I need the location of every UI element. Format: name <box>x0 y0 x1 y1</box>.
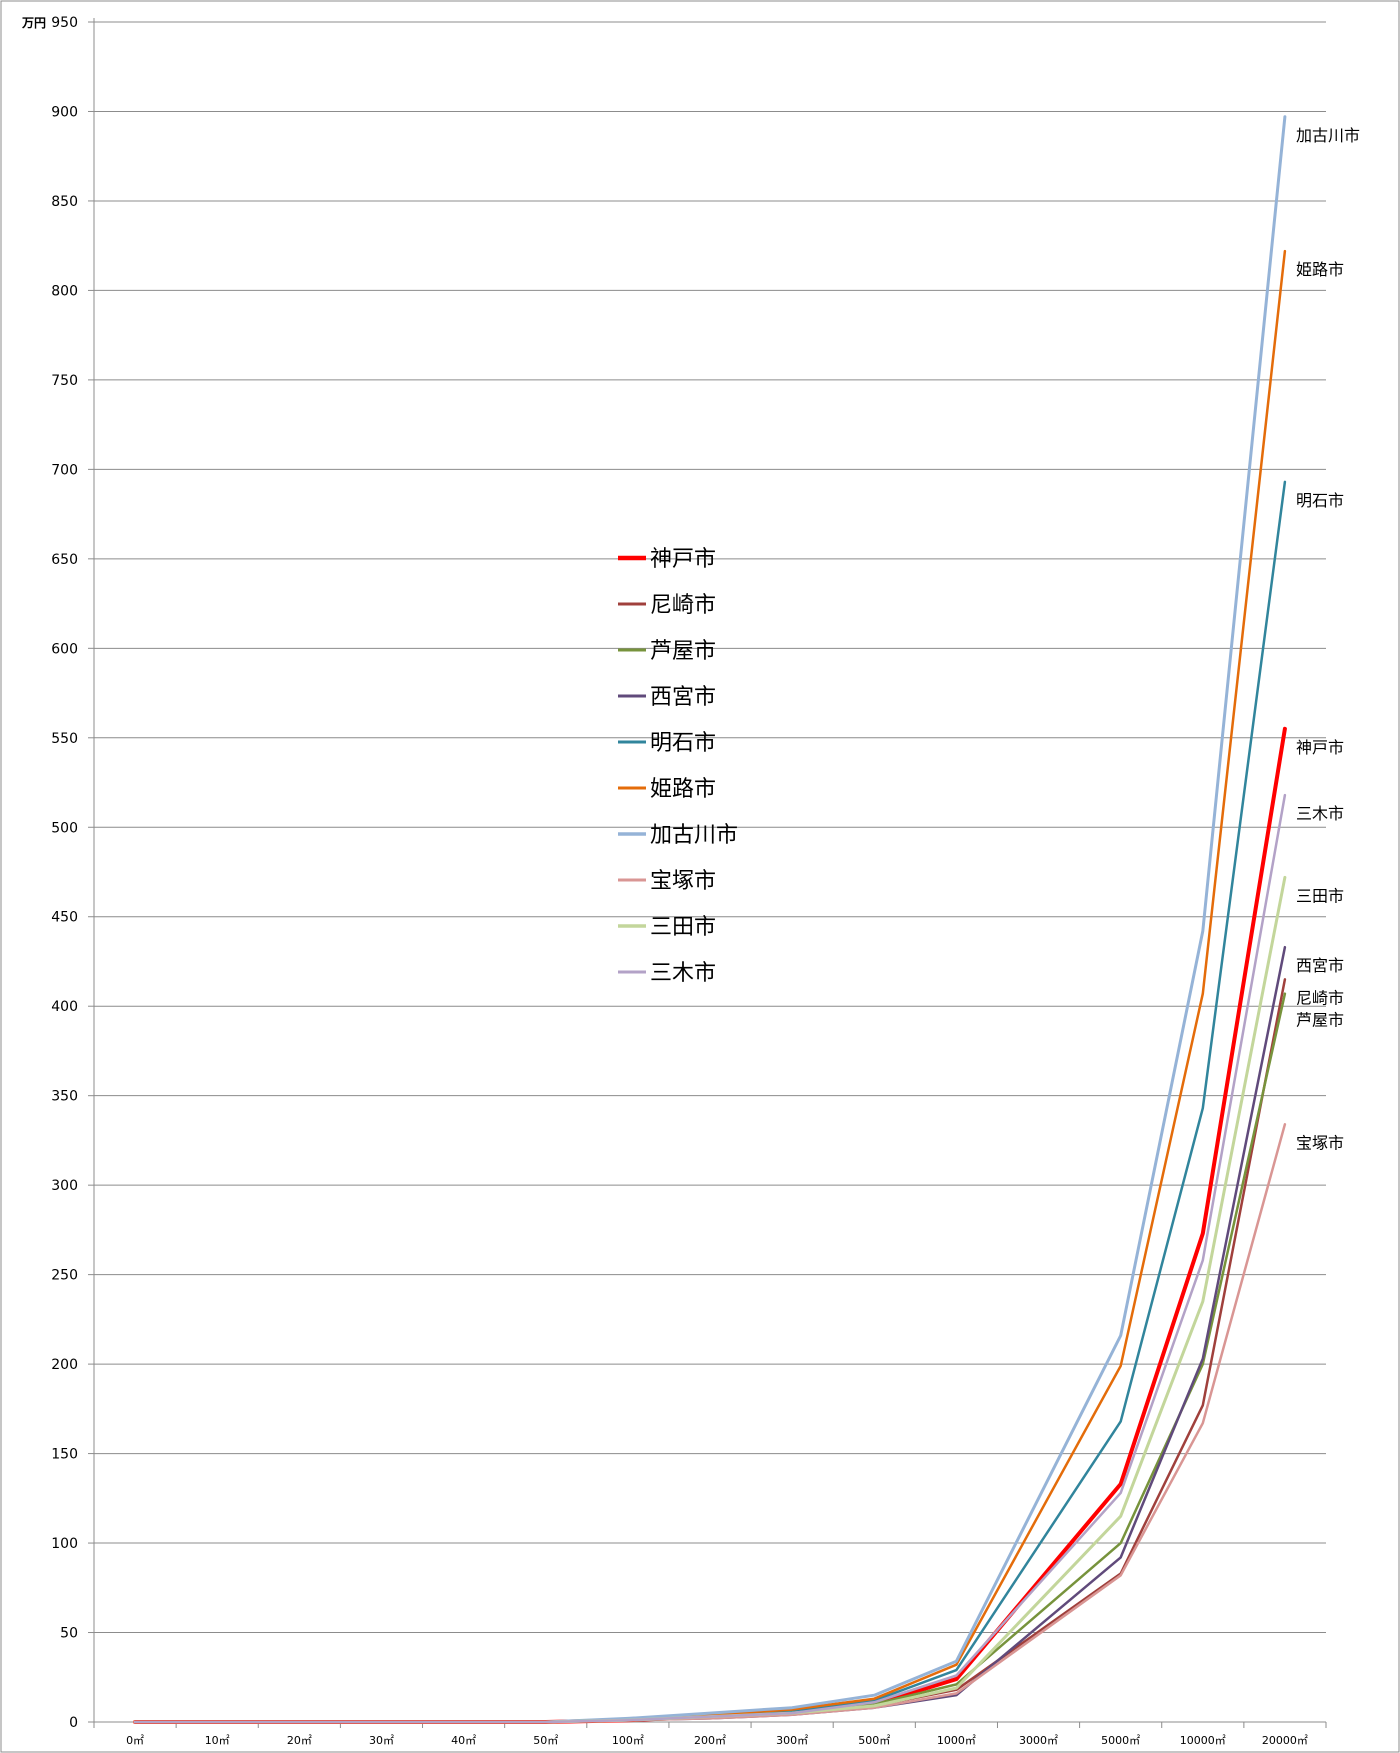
series-end-label: 明石市 <box>1296 491 1344 510</box>
x-tick-label: 5000㎡ <box>1101 1734 1140 1747</box>
x-tick-label: 1000㎡ <box>937 1734 976 1747</box>
y-tick-label: 50 <box>60 1626 78 1642</box>
series-end-label: 尼崎市 <box>1296 988 1344 1007</box>
x-tick-label: 100㎡ <box>612 1734 644 1747</box>
axes: 0 50 100 150 200 250 300 350 400 450 500 550 600 650 7… <box>21 15 1327 1747</box>
legend-entry-label: 西宮市 <box>650 685 716 710</box>
y-axis-unit: 万円 <box>21 16 46 30</box>
x-tick-label: 40㎡ <box>451 1734 476 1747</box>
y-tick-label: 600 <box>51 641 78 657</box>
y-tick-label: 500 <box>51 820 78 836</box>
legend-entry-label: 三木市 <box>650 961 716 986</box>
legend-entry-label: 姫路市 <box>650 777 716 802</box>
y-tick-label: 750 <box>51 373 78 389</box>
x-tick-label: 10000㎡ <box>1180 1734 1226 1747</box>
y-tick-label: 0 <box>69 1715 78 1731</box>
y-tick-label: 100 <box>51 1536 78 1552</box>
series-end-label: 宝塚市 <box>1296 1133 1344 1152</box>
legend-entry-label: 神戸市 <box>650 547 716 572</box>
y-tick-label: 800 <box>51 283 78 299</box>
legend-entry-label: 芦屋市 <box>650 639 716 664</box>
x-tick-label: 20㎡ <box>287 1734 312 1747</box>
y-tick-label: 150 <box>51 1447 78 1463</box>
legend-entry-label: 三田市 <box>650 915 716 940</box>
x-tick-label: 0㎡ <box>126 1734 144 1747</box>
series-end-label: 神戸市 <box>1296 738 1344 757</box>
x-tick-label: 300㎡ <box>776 1734 808 1747</box>
legend-entry-label: 明石市 <box>650 731 716 756</box>
series-end-label: 西宮市 <box>1296 956 1344 975</box>
y-tick-label: 300 <box>51 1178 78 1194</box>
legend-entry-label: 加古川市 <box>650 823 738 848</box>
x-tick-label: 500㎡ <box>858 1734 890 1747</box>
y-tick-label: 700 <box>51 462 78 478</box>
series-end-label: 三木市 <box>1296 804 1344 823</box>
y-tick-label: 200 <box>51 1357 78 1373</box>
x-tick-label: 30㎡ <box>369 1734 394 1747</box>
x-tick-label: 50㎡ <box>533 1734 558 1747</box>
y-tick-label: 850 <box>51 194 78 210</box>
series-end-label: 姫路市 <box>1296 260 1344 279</box>
legend-entry-label: 尼崎市 <box>650 593 716 618</box>
series-end-label: 加古川市 <box>1296 126 1360 145</box>
y-tick-label: 550 <box>51 731 78 747</box>
series-end-label: 芦屋市 <box>1296 1010 1344 1029</box>
y-tick-label: 900 <box>51 104 78 120</box>
y-tick-label: 950 <box>51 15 78 31</box>
x-tick-label: 20000㎡ <box>1262 1734 1308 1747</box>
y-tick-label: 450 <box>51 910 78 926</box>
y-tick-label: 250 <box>51 1268 78 1284</box>
y-tick-label: 350 <box>51 1089 78 1105</box>
x-tick-label: 3000㎡ <box>1019 1734 1058 1747</box>
x-tick-label: 10㎡ <box>205 1734 230 1747</box>
legend-entry-label: 宝塚市 <box>650 869 716 894</box>
y-tick-label: 650 <box>51 552 78 568</box>
x-tick-label: 200㎡ <box>694 1734 726 1747</box>
series-end-label: 三田市 <box>1296 886 1344 905</box>
y-tick-label: 400 <box>51 999 78 1015</box>
series-lines <box>133 115 1287 1724</box>
grid-lines <box>94 21 1326 1723</box>
series-line <box>133 793 1287 1724</box>
